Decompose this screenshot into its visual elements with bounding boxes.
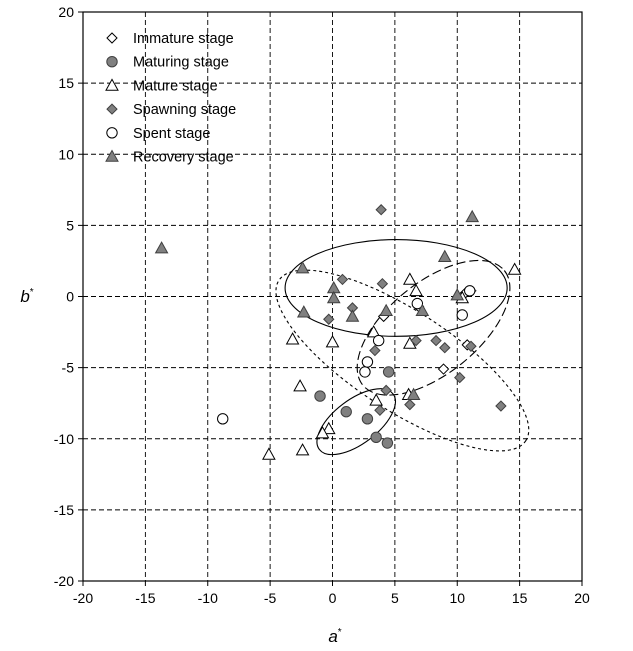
data-point-maturing-stage [315,391,325,401]
legend-marker [107,128,117,138]
y-axis-label: b* [20,287,33,306]
data-point-spent-stage [457,310,467,320]
x-tick-label: -10 [198,590,218,606]
y-tick-label: 0 [66,289,74,305]
y-tick-label: 10 [58,146,74,162]
data-point-spent-stage [218,414,228,424]
x-tick-label: -5 [264,590,277,606]
legend-label: Maturing stage [133,55,229,71]
x-tick-label: -20 [73,590,93,606]
x-tick-label: 5 [391,590,399,606]
data-point-maturing-stage [362,414,372,424]
x-tick-label: 10 [449,590,465,606]
y-tick-label: -10 [54,431,74,447]
y-tick-label: 15 [58,75,74,91]
legend-label: Mature stage [133,78,218,94]
y-tick-label: -15 [54,502,74,518]
data-point-maturing-stage [382,438,392,448]
x-tick-label: 15 [512,590,528,606]
y-tick-label: -5 [62,360,75,376]
data-point-spent-stage [362,357,372,367]
data-point-spent-stage [373,335,383,345]
data-point-spent-stage [465,286,475,296]
data-point-maturing-stage [383,367,393,377]
data-point-maturing-stage [371,432,381,442]
y-tick-label: 5 [66,217,74,233]
legend-marker [107,57,117,67]
x-tick-label: 0 [329,590,337,606]
legend-label: Spent stage [133,126,210,142]
legend-label: Recovery stage [133,150,234,166]
y-tick-label: 20 [58,4,74,20]
x-tick-label: 20 [574,590,590,606]
data-point-spent-stage [360,367,370,377]
data-point-maturing-stage [341,407,351,417]
y-tick-label: -20 [54,573,74,589]
x-tick-label: -15 [135,590,155,606]
legend-label: Spawning stage [133,102,236,118]
legend-label: Immature stage [133,31,234,47]
x-axis-label: a* [328,627,341,646]
